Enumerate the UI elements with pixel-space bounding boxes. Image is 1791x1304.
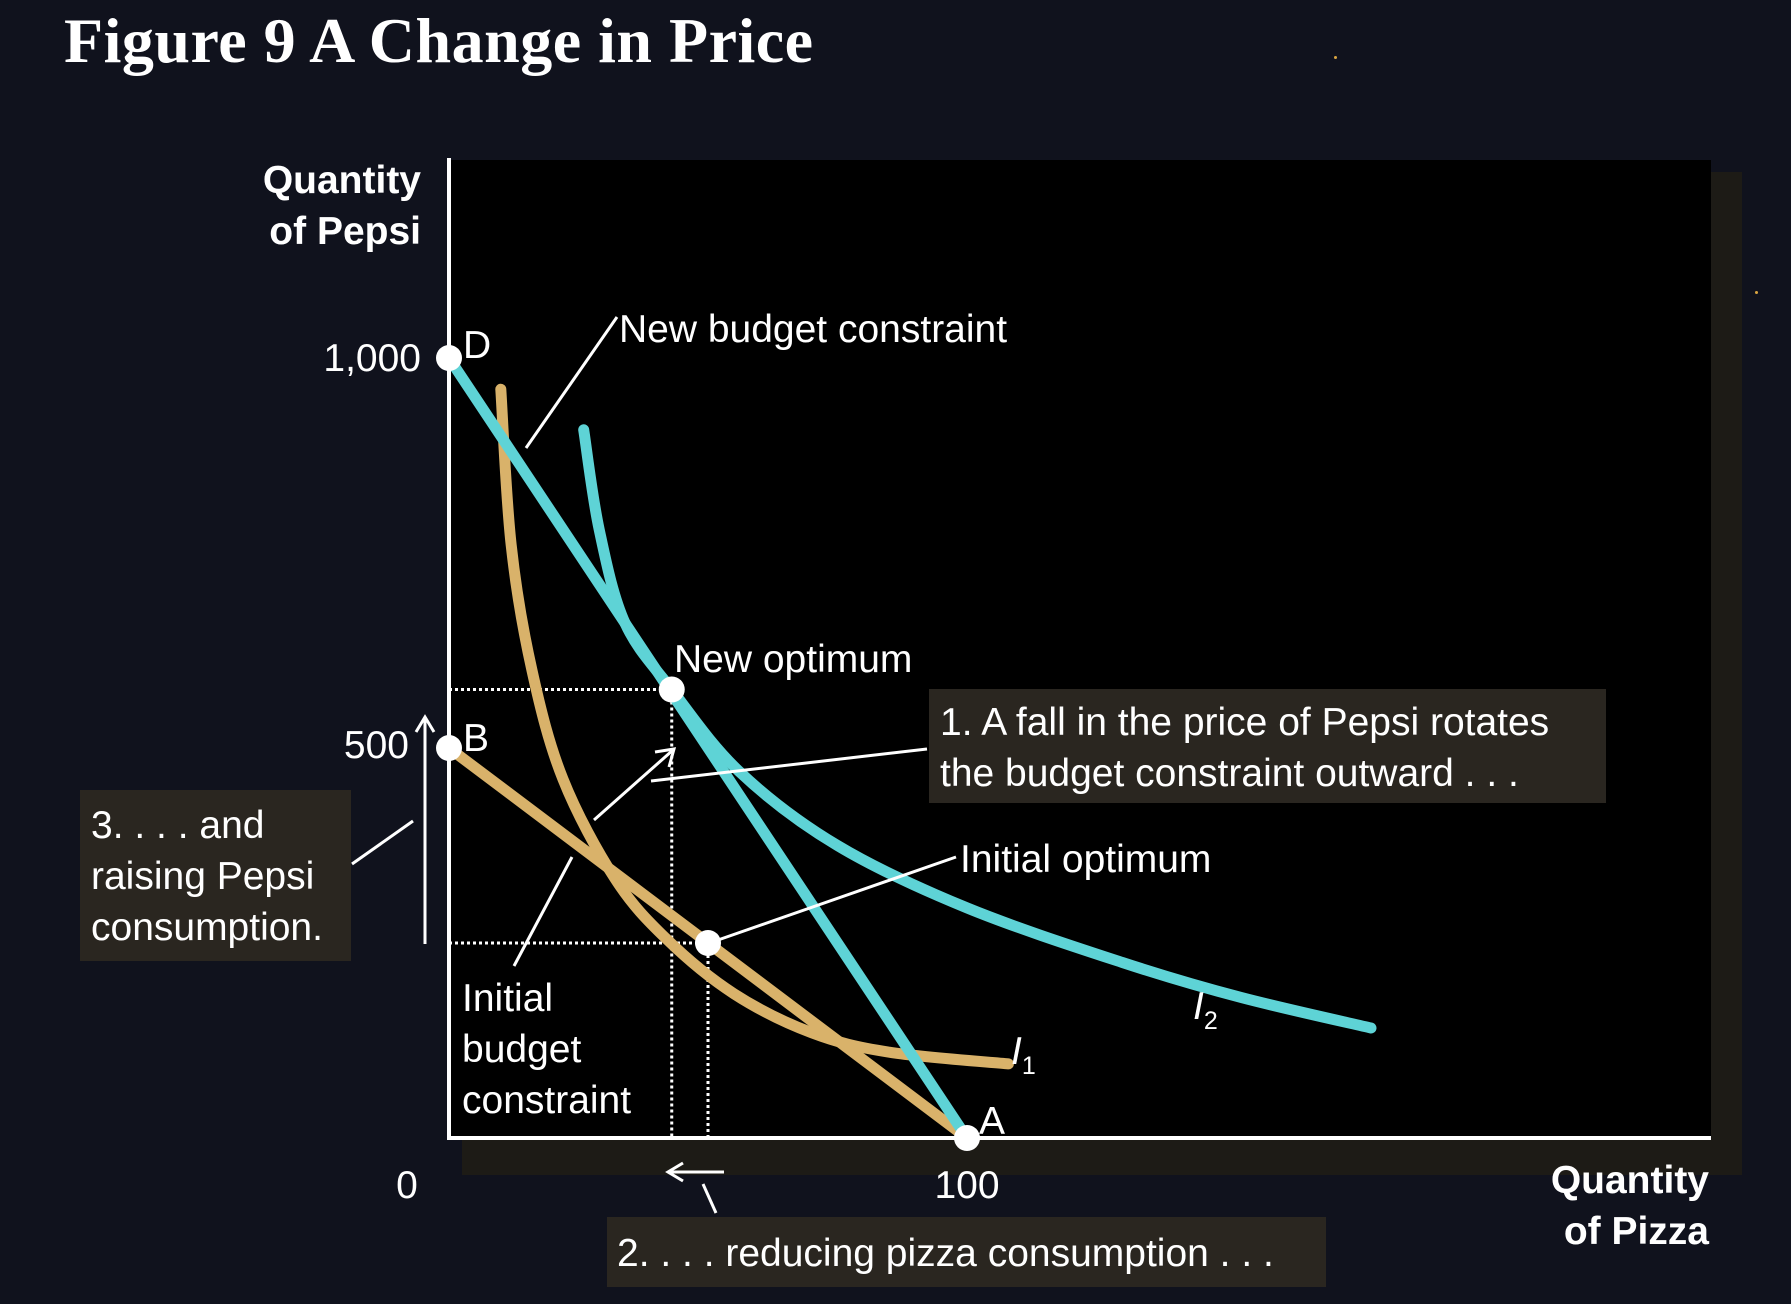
- x-axis-title-line1: Quantity: [1551, 1159, 1709, 1202]
- point-marker-b: [436, 735, 462, 761]
- step3-text-line2: raising Pepsi: [91, 855, 314, 898]
- x-tick-label-0: 0: [396, 1164, 418, 1207]
- initial-optimum-leader: [717, 855, 957, 942]
- new-budget-label: New budget constraint: [619, 308, 1007, 351]
- point-marker-init-opt: [695, 930, 721, 956]
- plot-area: [449, 160, 1711, 1138]
- step1-text-line1: 1. A fall in the price of Pepsi rotates: [940, 701, 1549, 744]
- initial-budget-label-line3: constraint: [462, 1079, 631, 1122]
- figure-title: Figure 9 A Change in Price: [64, 5, 814, 76]
- point-marker-new-opt: [658, 676, 685, 703]
- decorative-dot: [1755, 291, 1758, 294]
- new-optimum-label: New optimum: [674, 638, 912, 681]
- y-axis-title-line1: Quantity: [263, 159, 421, 202]
- indifference-curve-i2: [578, 424, 1377, 1034]
- step2-text: 2. . . . reducing pizza consumption . . …: [617, 1232, 1274, 1275]
- point-label-d: D: [463, 324, 491, 367]
- step3-text-line3: consumption.: [91, 906, 323, 949]
- step2-box: [607, 1217, 1326, 1287]
- x-tick-label-100: 100: [934, 1164, 999, 1207]
- rotation-arrow-shaft: [593, 748, 674, 822]
- pepsi-up-arrow-head: [414, 714, 436, 733]
- step1-leader: [650, 747, 928, 783]
- step3-box: [80, 790, 351, 961]
- initial-budget-leader: [512, 856, 574, 967]
- new-budget-leader: [524, 316, 619, 449]
- i2-label: I2: [1193, 985, 1218, 1035]
- step2-leader: [701, 1183, 718, 1214]
- step3-leader: [351, 819, 414, 866]
- initial-budget-label-line1: Initial: [462, 977, 553, 1020]
- x-axis-title-line2: of Pizza: [1564, 1210, 1709, 1253]
- initial-budget-label-line2: budget: [462, 1028, 581, 1071]
- step1-text-line2: the budget constraint outward . . .: [940, 752, 1519, 795]
- points-layer: [436, 345, 980, 1151]
- pizza-left-arrow-head: [665, 1161, 684, 1183]
- point-marker-d: [436, 345, 462, 371]
- rotation-arrow-head: [654, 747, 677, 768]
- point-label-a: A: [979, 1100, 1005, 1143]
- point-label-b: B: [463, 717, 489, 760]
- initial-optimum-label: Initial optimum: [960, 838, 1211, 881]
- step3-text-line1: 3. . . . and: [91, 804, 264, 847]
- y-tick-label-500: 500: [344, 724, 409, 767]
- step1-box: [929, 689, 1606, 803]
- point-marker-a: [954, 1125, 980, 1151]
- y-tick-label-1000: 1,000: [323, 337, 421, 380]
- y-axis-title-line2: of Pepsi: [269, 210, 421, 253]
- new-budget-line: [443, 352, 973, 1144]
- i1-label: I1: [1011, 1030, 1036, 1080]
- decorative-dot: [1334, 56, 1337, 59]
